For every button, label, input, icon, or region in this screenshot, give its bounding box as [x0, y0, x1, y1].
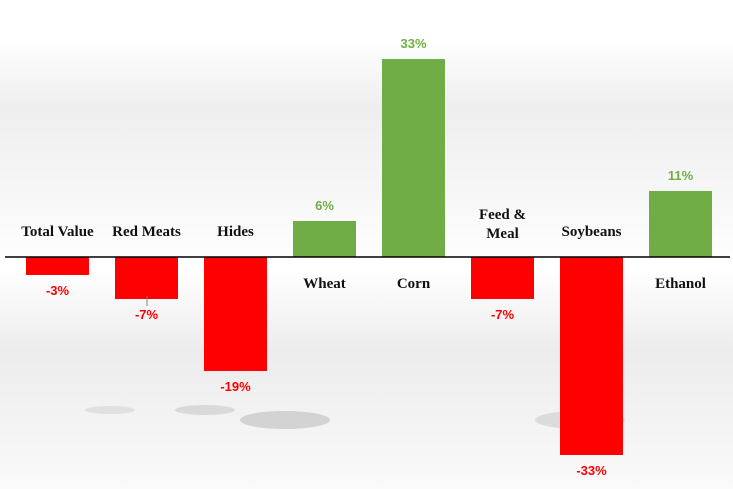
bar-red-meats	[115, 257, 178, 299]
bar-soybeans	[560, 257, 623, 455]
bars-group	[26, 59, 712, 455]
value-label-corn: 33%	[400, 36, 426, 51]
category-label-ethanol: Ethanol	[655, 276, 706, 292]
category-label-feed-meal: Feed & Meal	[479, 207, 526, 242]
category-label-wheat: Wheat	[303, 276, 346, 292]
value-labels-group: -3% -7% -19% 6% 33% -7% -33% 11%	[46, 36, 694, 478]
value-label-wheat: 6%	[315, 198, 334, 213]
category-label-total-value: Total Value	[21, 224, 94, 240]
value-label-feed-meal: -7%	[491, 307, 515, 322]
category-label-hides: Hides	[217, 224, 254, 240]
category-labels-group: Total Value Red Meats Hides Wheat Corn Feed &…	[21, 207, 706, 292]
value-label-ethanol: 11%	[668, 168, 694, 183]
shadow-layer	[85, 405, 625, 429]
value-label-red-meats: -7%	[135, 307, 159, 322]
bar-total-value	[26, 257, 89, 275]
bar-wheat	[293, 221, 356, 257]
category-label-soybeans: Soybeans	[561, 224, 621, 240]
bar-shadow	[175, 405, 235, 415]
bar-ethanol	[649, 191, 712, 257]
category-label-corn: Corn	[397, 276, 431, 292]
bar-shadow	[240, 411, 330, 429]
bar-feed-meal	[471, 257, 534, 299]
value-label-hides: -19%	[220, 379, 251, 394]
bar-shadow	[85, 406, 135, 414]
category-label-red-meats: Red Meats	[112, 224, 181, 240]
value-label-total-value: -3%	[46, 283, 70, 298]
value-label-soybeans: -33%	[576, 463, 607, 478]
bar-corn	[382, 59, 445, 257]
bar-hides	[204, 257, 267, 371]
